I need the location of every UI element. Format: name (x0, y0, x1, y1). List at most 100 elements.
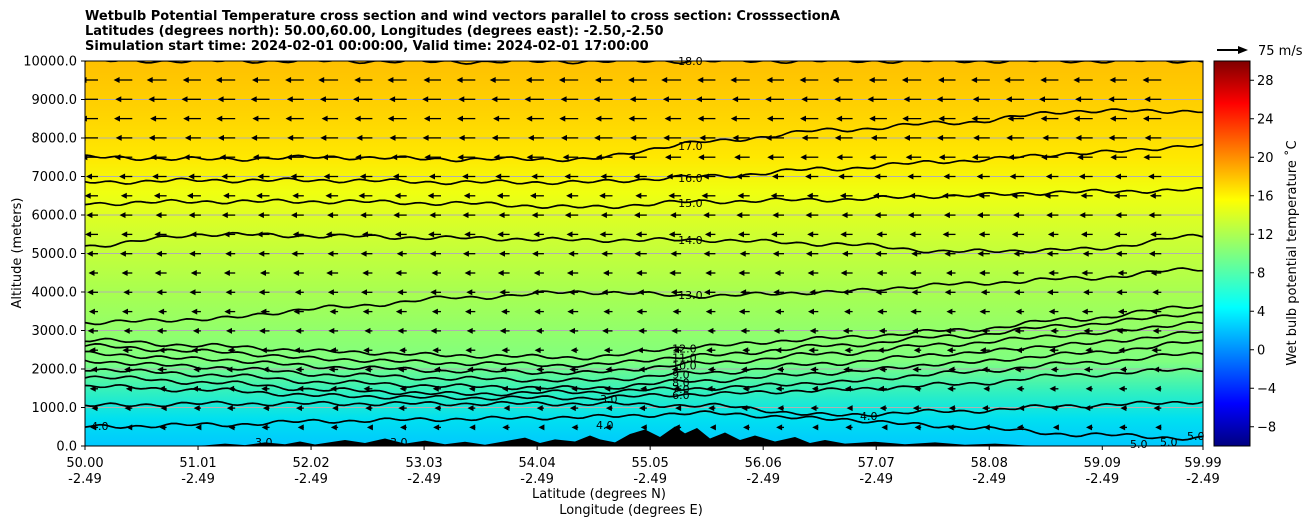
wind-vector-head (501, 385, 508, 392)
wind-vector-head (567, 308, 574, 315)
x-tick-label-lon: -2.49 (294, 472, 328, 487)
wind-vector-head (532, 289, 539, 296)
wind-vector-head (499, 327, 506, 334)
wind-vector-head (393, 212, 400, 219)
wind-vector-head (903, 96, 910, 103)
wind-vector-head (666, 173, 673, 180)
wind-vector-head (593, 96, 600, 103)
wind-vector-head (1048, 270, 1055, 276)
wind-vector-head (603, 347, 610, 354)
wind-vector-head (158, 385, 165, 392)
wind-vector-head (90, 424, 97, 431)
wind-vector-head (87, 327, 94, 334)
contour-label: 5.0 (1187, 430, 1205, 443)
wind-vector-head (121, 270, 128, 276)
wind-vector-head (113, 77, 120, 83)
wind-vector-head (1077, 154, 1084, 161)
colorbar-tick-label: 4 (1257, 305, 1265, 320)
wind-vector-head (85, 77, 87, 83)
y-tick-label: 10000.0 (23, 55, 77, 70)
wind-vector-head (427, 192, 434, 199)
wind-vector-head (160, 405, 167, 412)
wind-vector-head (491, 134, 498, 141)
wind-vector-head (122, 347, 129, 354)
wind-vector-head (123, 327, 130, 334)
wind-vector-head (499, 250, 506, 257)
wind-vector-head (217, 134, 224, 141)
wind-vector-head (832, 77, 839, 83)
y-axis: 0.0 1000.0 2000.0 3000.0 4000.0 5000.0 6000.0 7… (23, 55, 85, 455)
wind-vector-head (1051, 405, 1058, 412)
wind-vector-head (462, 250, 469, 257)
wind-vector-head (463, 192, 470, 199)
wind-vector-head (705, 270, 712, 276)
wind-vector-head (634, 250, 641, 257)
wind-vector-head (227, 347, 234, 354)
wind-vector-head (190, 231, 197, 238)
wind-vector-head (701, 192, 708, 199)
wind-vector-head (325, 192, 332, 199)
colorbar-gradient (1213, 60, 1251, 447)
wind-vector-head (842, 327, 849, 334)
wind-vector-head (1116, 327, 1123, 334)
wind-vector-head (914, 385, 921, 392)
wind-vector-head (221, 212, 228, 219)
wind-vector-head (221, 173, 228, 180)
wind-vector-head (260, 308, 267, 315)
wind-vector-head (192, 385, 199, 392)
wind-vector-head (912, 405, 919, 412)
wind-vector-head (1120, 405, 1127, 412)
wind-vector-head (1007, 154, 1014, 161)
wind-vector-head (909, 231, 916, 238)
y-tick-label: 5000.0 (32, 247, 78, 262)
wind-vector-head (566, 231, 573, 238)
wind-vector-head (944, 250, 951, 257)
wind-vector-head (359, 173, 366, 180)
wind-vector-head (709, 424, 716, 431)
wind-vector-head (937, 134, 944, 141)
contour-label: 11.0 (672, 352, 697, 365)
wind-vector-head (396, 250, 403, 257)
wind-vector-head (948, 366, 955, 373)
wind-vectors (85, 77, 1162, 431)
wind-vector-head (85, 115, 87, 122)
wind-vector-head (977, 212, 984, 219)
wind-vector-head (773, 289, 780, 296)
wind-vector-head (936, 96, 943, 103)
wind-vector-head (328, 366, 335, 373)
wind-vector-head (594, 77, 601, 83)
wind-vector-head (181, 96, 188, 103)
wind-vector-head (670, 212, 677, 219)
wind-vector-head (1073, 77, 1080, 83)
wind-vector-head (844, 347, 851, 354)
wind-vector-head (91, 405, 98, 412)
wind-vector-head (881, 424, 888, 431)
wind-vector-head (772, 173, 778, 180)
wind-vector-head (1117, 308, 1124, 315)
wind-vector-head (533, 270, 540, 276)
wind-vector-head (1005, 96, 1012, 103)
wind-vector-head (706, 385, 713, 392)
wind-vector-head (1108, 96, 1115, 103)
wind-vector-head (394, 192, 401, 199)
contour-line-4.0 (85, 400, 1203, 418)
wind-vector-head (535, 327, 542, 334)
wind-vector-head (772, 212, 779, 219)
wind-vector-head (638, 366, 645, 373)
wind-vector-head (1153, 366, 1160, 373)
wind-vector-head (1083, 289, 1090, 296)
wind-vector-head (901, 77, 908, 83)
wind-vector-head (766, 115, 773, 122)
wind-vector-head (399, 347, 406, 354)
wind-vector-head (431, 308, 438, 315)
wind-vector-head (1011, 231, 1018, 238)
wind-vector-head (738, 231, 745, 238)
wind-vector-head (1016, 347, 1023, 354)
wind-vector-head (905, 154, 912, 161)
contour-label: 3.0 (600, 393, 618, 406)
wind-vector-head (605, 366, 612, 373)
wind-vector-head (399, 385, 406, 392)
wind-vector-head (530, 192, 537, 199)
wind-vector-head (115, 134, 122, 141)
contour-label: 5.0 (1160, 436, 1178, 449)
